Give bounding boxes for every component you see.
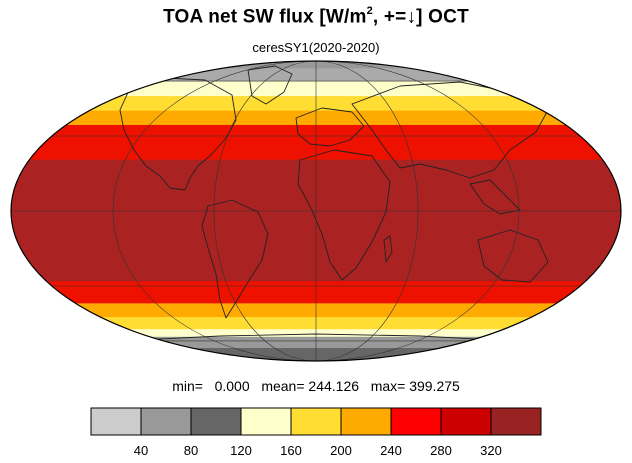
color-legend-swatch: [90, 407, 142, 436]
madagascar-outline: [383, 235, 393, 263]
min-value: 0.000: [214, 378, 250, 394]
title-prefix: TOA net SW flux [W/m: [163, 6, 367, 28]
mean-label: mean=: [261, 378, 305, 394]
southeast-asia-outline: [469, 179, 521, 215]
color-legend-tick-label: 240: [380, 443, 402, 458]
longitude-gridline: [112, 61, 520, 361]
longitude-gridline: [213, 61, 419, 361]
mean-value: 244.126: [308, 378, 360, 394]
map-border: [10, 60, 622, 362]
min-label: min=: [172, 378, 203, 394]
color-legend-swatch: [340, 407, 392, 436]
color-legend-tick-label: 320: [480, 443, 502, 458]
color-legend-swatch: [140, 407, 192, 436]
north-america-outline: [119, 77, 237, 191]
africa-outline: [297, 149, 391, 281]
color-legend-tick-label: 280: [430, 443, 452, 458]
color-legend-swatch: [440, 407, 492, 436]
max-value: 399.275: [409, 378, 460, 394]
color-legend-swatch: [240, 407, 292, 436]
max-label: max=: [370, 378, 406, 394]
color-legend-tick-label: 200: [330, 443, 352, 458]
color-legend-swatch: [190, 407, 242, 436]
color-legend-tick-label: 40: [134, 443, 148, 458]
europe-outline: [295, 107, 365, 147]
color-legend-swatch: [490, 407, 542, 436]
color-legend-tick-label: 160: [280, 443, 302, 458]
world-map: [10, 60, 622, 362]
summary-statistics: min= 0.000 mean= 244.126 max= 399.275: [0, 378, 632, 394]
color-legend-tick-label: 120: [230, 443, 252, 458]
graticule: [11, 61, 621, 361]
title-superscript: 2: [366, 5, 373, 17]
south-america-outline: [201, 199, 269, 319]
color-legend-labels: 40 80 120 160 200 240 280 320: [134, 443, 502, 458]
chart-title: TOA net SW flux [W/m2, +=↓] OCT: [0, 5, 632, 28]
title-suffix: , +=↓] OCT: [372, 6, 469, 28]
asia-outline: [351, 81, 549, 179]
color-legend-swatches: [90, 407, 542, 436]
greenland-outline: [247, 65, 293, 105]
chart-subtitle: ceresSY1(2020-2020): [252, 40, 380, 55]
color-legend-swatch: [390, 407, 442, 436]
continents: [99, 65, 549, 343]
color-legend-tick-label: 80: [184, 443, 198, 458]
color-legend-swatch: [290, 407, 342, 436]
australia-outline: [477, 229, 549, 283]
